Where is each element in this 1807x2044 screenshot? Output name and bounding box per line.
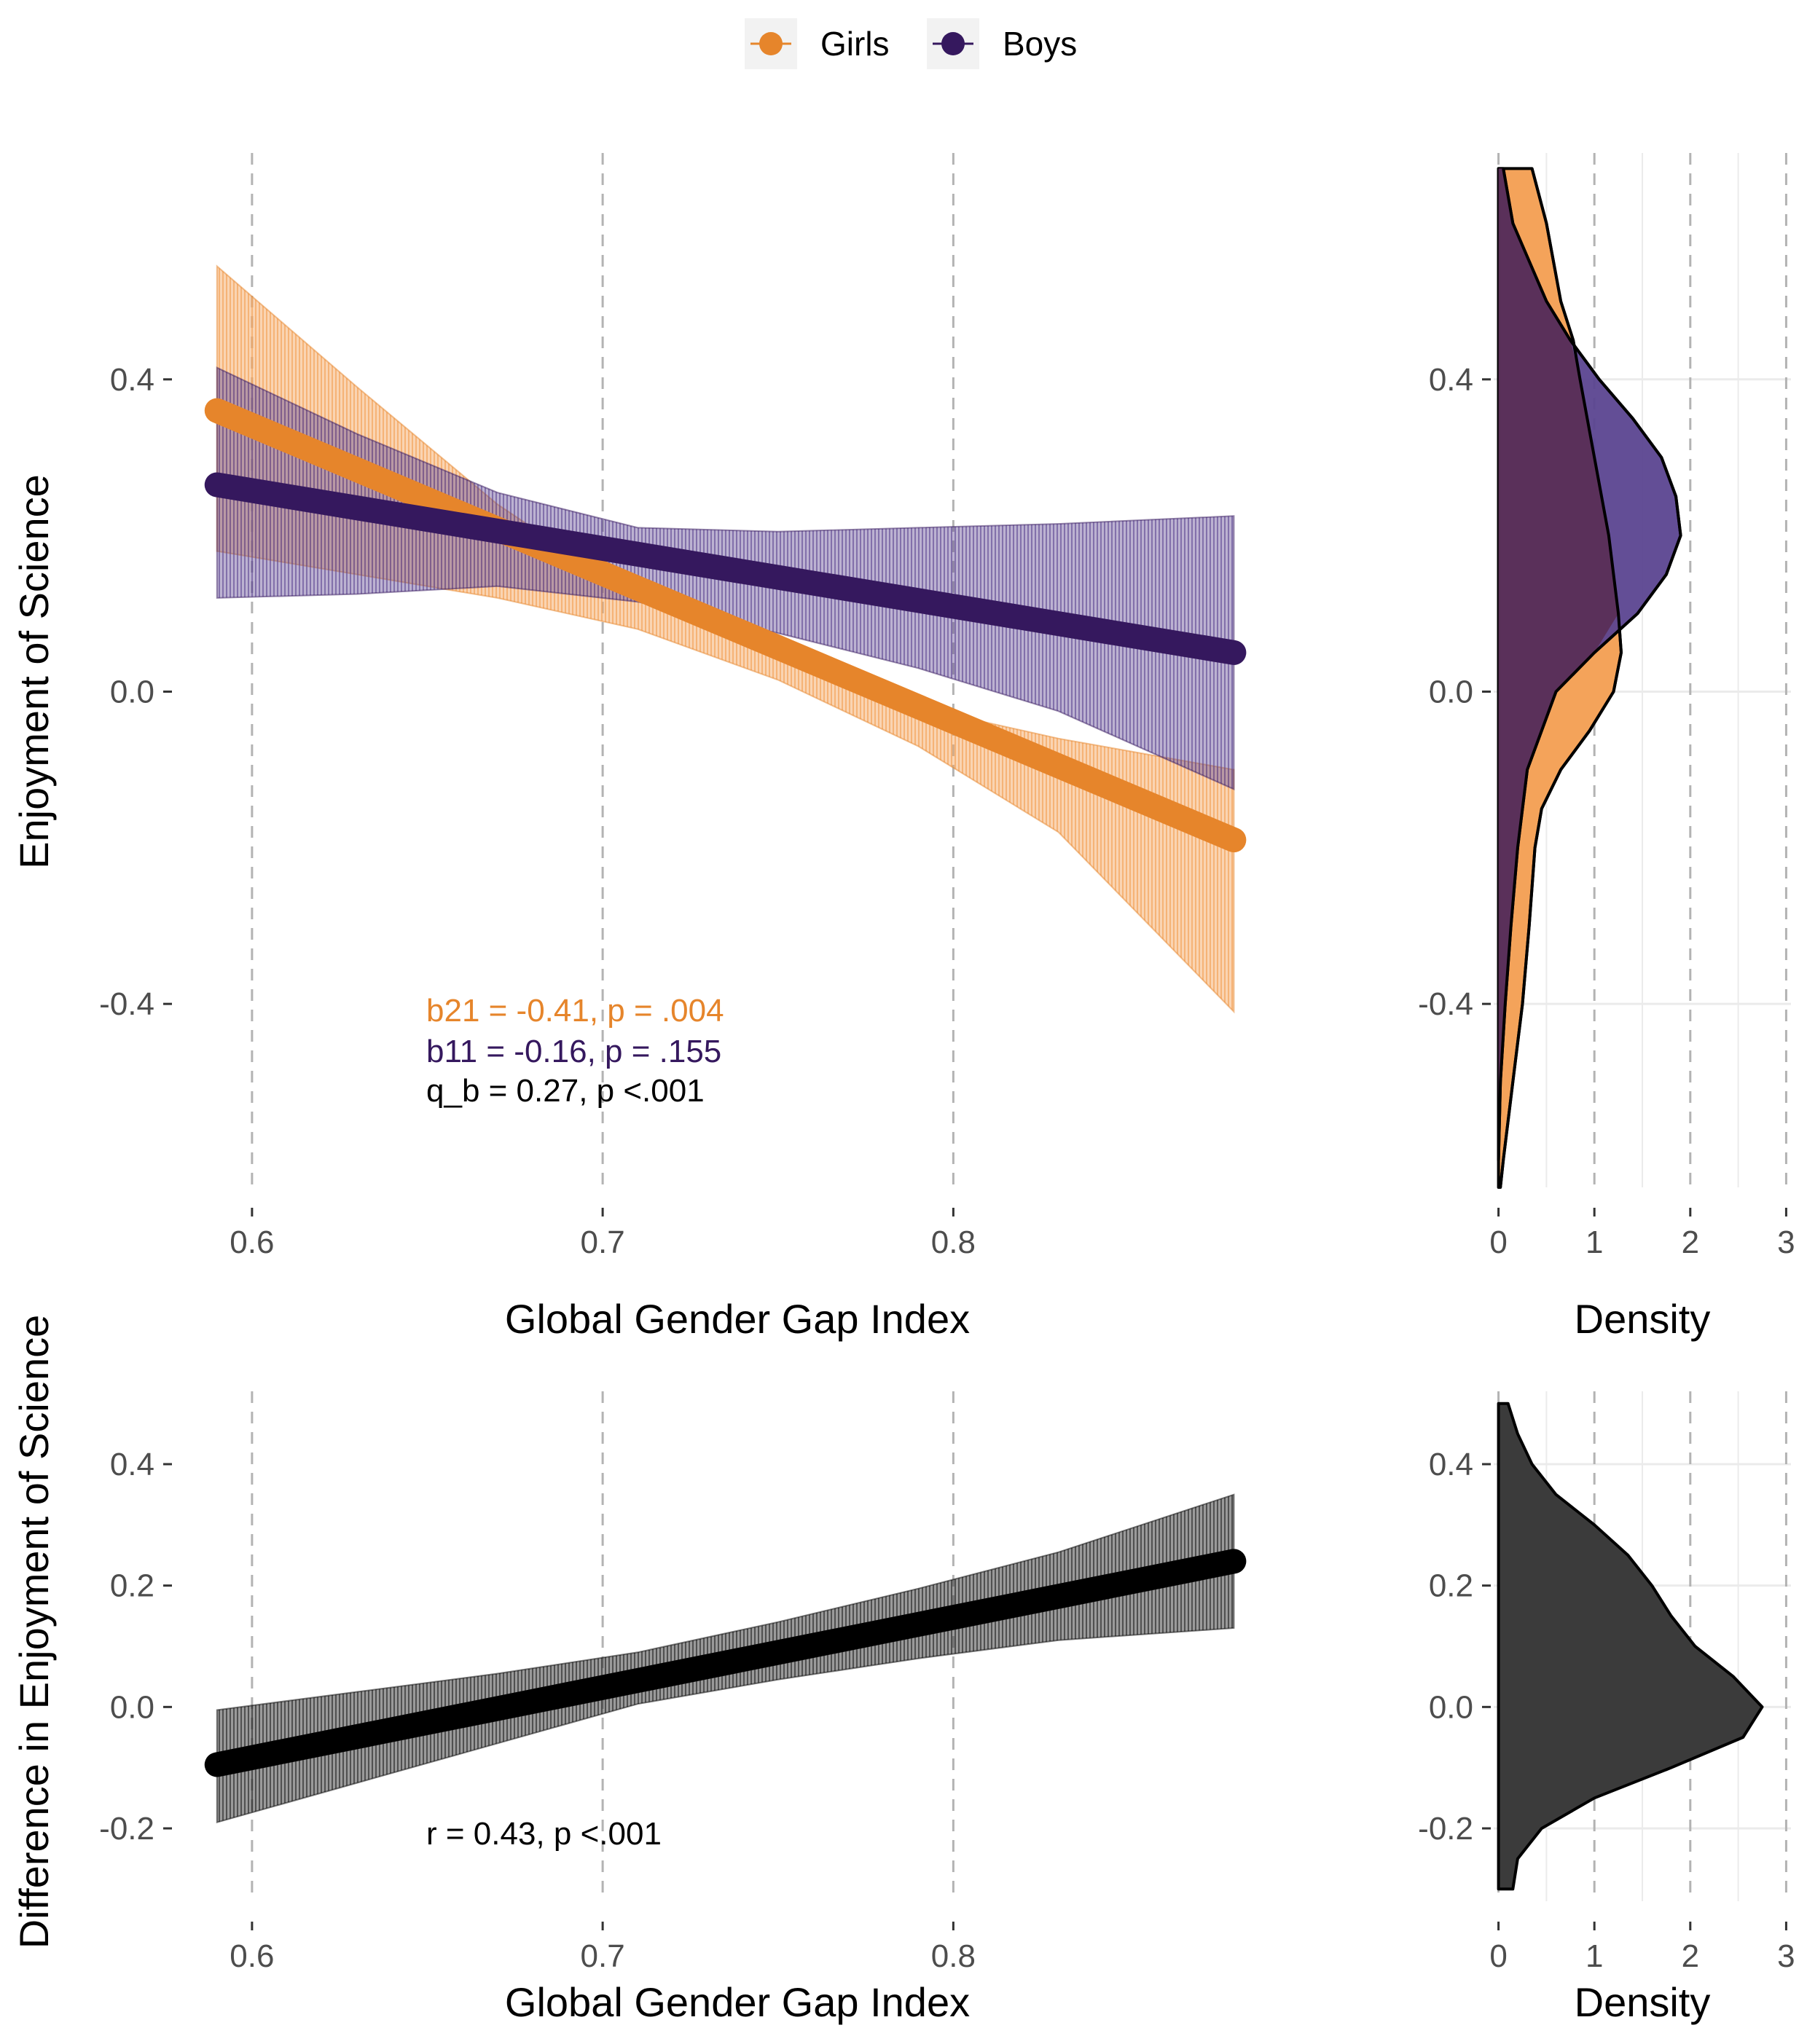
y-tick-label: 0.4 bbox=[110, 1447, 154, 1482]
legend-key-dot-girls bbox=[759, 32, 783, 55]
top-density-panel: 0.4 0.0 -0.4 0 1 2 3 bbox=[1418, 153, 1795, 1260]
legend-label-boys: Boys bbox=[1003, 25, 1077, 63]
legend-item-girls: Girls bbox=[745, 18, 890, 69]
annotation-boys-slope: b11 = -0.16, p = .155 bbox=[426, 1034, 721, 1069]
bottom-density-x-axis-title: Density bbox=[1575, 1979, 1711, 2025]
x-tick-label: 2 bbox=[1682, 1938, 1699, 1974]
y-tick-label: 0.0 bbox=[110, 674, 154, 709]
annotation-correlation: r = 0.43, p <.001 bbox=[426, 1816, 662, 1852]
legend-label-girls: Girls bbox=[820, 25, 890, 63]
bottom-annotations: r = 0.43, p <.001 bbox=[426, 1816, 662, 1852]
bottom-main-y-axis-title: Difference in Enjoyment of Science bbox=[11, 1315, 57, 1949]
density-overlap bbox=[1498, 168, 1619, 1187]
x-tick-label: 0.8 bbox=[931, 1225, 976, 1260]
x-tick-label: 0.6 bbox=[230, 1225, 274, 1260]
y-tick-label: 0.0 bbox=[110, 1689, 154, 1725]
density-outline-boys bbox=[1497, 168, 1682, 1160]
legend: Girls Boys bbox=[745, 18, 1077, 69]
legend-item-boys: Boys bbox=[927, 18, 1077, 69]
y-tick-label: 0.4 bbox=[1429, 362, 1473, 398]
x-tick-label: 0.7 bbox=[581, 1938, 625, 1974]
x-tick-label: 0 bbox=[1489, 1225, 1507, 1260]
y-tick-label: 0.0 bbox=[1429, 1689, 1473, 1725]
y-tick-label: -0.2 bbox=[1418, 1811, 1473, 1847]
x-tick-label: 3 bbox=[1777, 1225, 1795, 1260]
density-area-diff bbox=[1497, 1402, 1764, 1891]
regression-line-boys bbox=[204, 472, 1247, 665]
top-annotations: b21 = -0.41, p = .004 b11 = -0.16, p = .… bbox=[426, 993, 724, 1109]
regression-line-diff bbox=[204, 1549, 1247, 1777]
top-main-y-axis-title: Enjoyment of Science bbox=[11, 474, 57, 869]
y-tick-label: 0.2 bbox=[110, 1568, 154, 1604]
x-tick-label: 0 bbox=[1489, 1938, 1507, 1974]
y-tick-label: 0.0 bbox=[1429, 674, 1473, 709]
top-main-x-axis-title: Global Gender Gap Index bbox=[505, 1296, 970, 1342]
y-tick-label: -0.4 bbox=[99, 986, 154, 1022]
regression-line-girls bbox=[204, 398, 1247, 853]
top-main-panel: 0.4 0.0 -0.4 0.6 0.7 0.8 bbox=[99, 153, 1247, 1260]
annotation-girls-slope: b21 = -0.41, p = .004 bbox=[426, 993, 724, 1029]
x-tick-label: 0.6 bbox=[230, 1938, 274, 1974]
annotation-slope-difference: q_b = 0.27, p <.001 bbox=[426, 1073, 705, 1109]
y-tick-label: 0.4 bbox=[1429, 1447, 1473, 1482]
y-tick-label: -0.4 bbox=[1418, 986, 1473, 1022]
x-tick-label: 1 bbox=[1585, 1225, 1603, 1260]
legend-key-dot-boys bbox=[941, 32, 965, 55]
x-tick-label: 0.7 bbox=[581, 1225, 625, 1260]
y-tick-label: 0.4 bbox=[110, 362, 154, 398]
x-tick-label: 3 bbox=[1777, 1938, 1795, 1974]
density-outline-girls bbox=[1499, 168, 1623, 1188]
bottom-main-x-axis-title: Global Gender Gap Index bbox=[505, 1979, 970, 2025]
bottom-main-panel: 0.4 0.2 0.0 -0.2 0.6 0.7 0.8 bbox=[99, 1391, 1247, 1974]
top-density-x-axis-title: Density bbox=[1575, 1296, 1711, 1342]
x-tick-label: 0.8 bbox=[931, 1938, 976, 1974]
bottom-density-panel: 0.4 0.2 0.0 -0.2 0 1 2 3 bbox=[1418, 1391, 1795, 1974]
y-tick-label: -0.2 bbox=[99, 1811, 154, 1847]
x-tick-label: 1 bbox=[1585, 1938, 1603, 1974]
y-tick-label: 0.2 bbox=[1429, 1568, 1473, 1604]
x-tick-label: 2 bbox=[1682, 1225, 1699, 1260]
